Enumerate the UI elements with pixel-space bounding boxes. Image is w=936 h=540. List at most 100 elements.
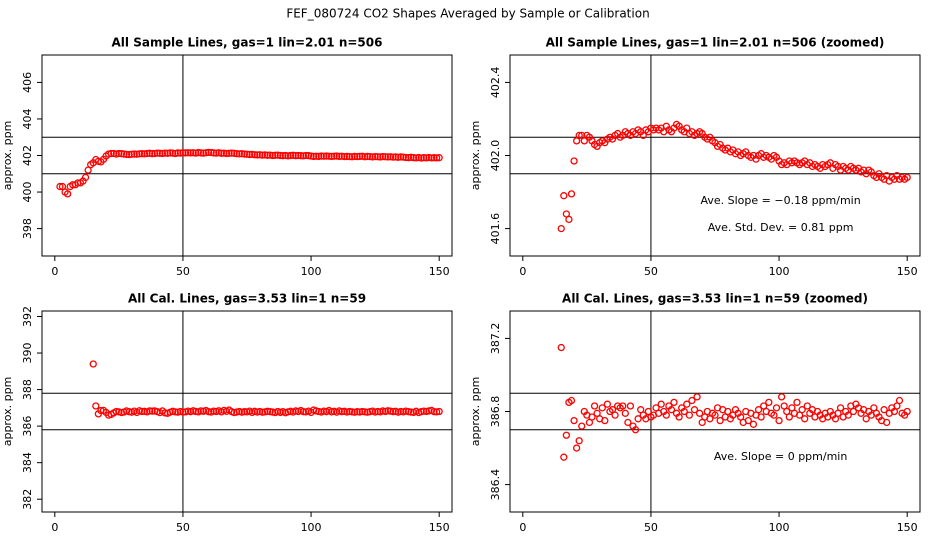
point (345, 152, 354, 161)
point (266, 408, 274, 416)
y-axis-label: approx. ppm (469, 121, 482, 191)
point (777, 393, 786, 401)
point (575, 131, 583, 140)
point (770, 411, 778, 419)
x-tick-label: 0 (519, 521, 526, 534)
y-tick-label: 390 (21, 343, 34, 364)
point (148, 150, 156, 158)
point (261, 151, 269, 159)
point (754, 406, 763, 414)
point (120, 150, 128, 158)
point (420, 407, 428, 415)
point (222, 149, 231, 158)
point (210, 149, 218, 157)
y-tick-label: 404 (21, 108, 34, 129)
point (590, 402, 599, 410)
point (675, 413, 683, 421)
point (315, 152, 323, 161)
point (358, 407, 366, 416)
point (133, 150, 141, 158)
point (320, 152, 328, 160)
point (179, 408, 187, 416)
point (56, 182, 64, 191)
point (197, 149, 205, 157)
point (397, 407, 405, 416)
point (631, 426, 640, 434)
point (626, 402, 635, 410)
point (798, 406, 806, 414)
point (340, 152, 349, 161)
point (570, 157, 578, 165)
x-tick-label: 0 (519, 265, 526, 278)
y-tick-label: 382 (21, 489, 34, 510)
point (258, 408, 267, 416)
point (189, 149, 197, 157)
point (670, 398, 678, 407)
point (192, 407, 200, 416)
point (151, 149, 159, 158)
point (345, 407, 354, 416)
point (171, 408, 179, 416)
point (683, 400, 691, 408)
point (138, 150, 146, 158)
point (895, 396, 904, 405)
point (578, 422, 586, 430)
point (389, 408, 397, 416)
point (368, 153, 377, 161)
point (204, 408, 213, 416)
y-tick-label: 402 (21, 145, 34, 166)
point (335, 152, 343, 161)
point (903, 407, 911, 416)
point (412, 154, 420, 162)
point (384, 407, 392, 415)
point (307, 152, 315, 160)
y-tick-label: 384 (21, 452, 34, 473)
point (145, 149, 154, 157)
x-tick-label: 100 (301, 265, 322, 278)
point (575, 437, 583, 445)
point (836, 404, 845, 412)
y-axis-label: approx. ppm (469, 377, 482, 447)
point (194, 148, 202, 157)
figure-title: FEF_080724 CO2 Shapes Averaged by Sample… (286, 7, 649, 21)
point (166, 149, 174, 157)
x-tick-label: 150 (897, 265, 918, 278)
point (274, 151, 282, 159)
point (245, 150, 254, 159)
point (140, 150, 149, 158)
point (256, 151, 264, 159)
point (333, 152, 341, 160)
point (350, 152, 359, 161)
point (619, 402, 627, 410)
point (325, 152, 333, 160)
x-tick-label: 100 (769, 521, 790, 534)
x-tick-label: 150 (429, 265, 450, 278)
point (202, 149, 210, 157)
point (163, 149, 172, 157)
point (693, 393, 701, 401)
point (138, 407, 146, 416)
point (565, 215, 573, 224)
point (603, 400, 612, 408)
point (179, 149, 187, 157)
point (212, 149, 220, 157)
point (562, 431, 571, 439)
point (560, 192, 568, 200)
point (227, 149, 236, 157)
point (353, 152, 361, 161)
point (130, 150, 138, 158)
point (284, 152, 292, 160)
point (404, 154, 413, 162)
point (292, 152, 300, 160)
point (176, 149, 185, 157)
y-tick-label: 388 (21, 379, 34, 400)
point (297, 152, 305, 160)
point (289, 151, 297, 159)
point (391, 153, 400, 161)
point (688, 396, 696, 405)
x-tick-label: 50 (644, 265, 658, 278)
point (156, 149, 164, 157)
point (302, 151, 310, 160)
point (601, 416, 609, 425)
point (135, 150, 144, 158)
